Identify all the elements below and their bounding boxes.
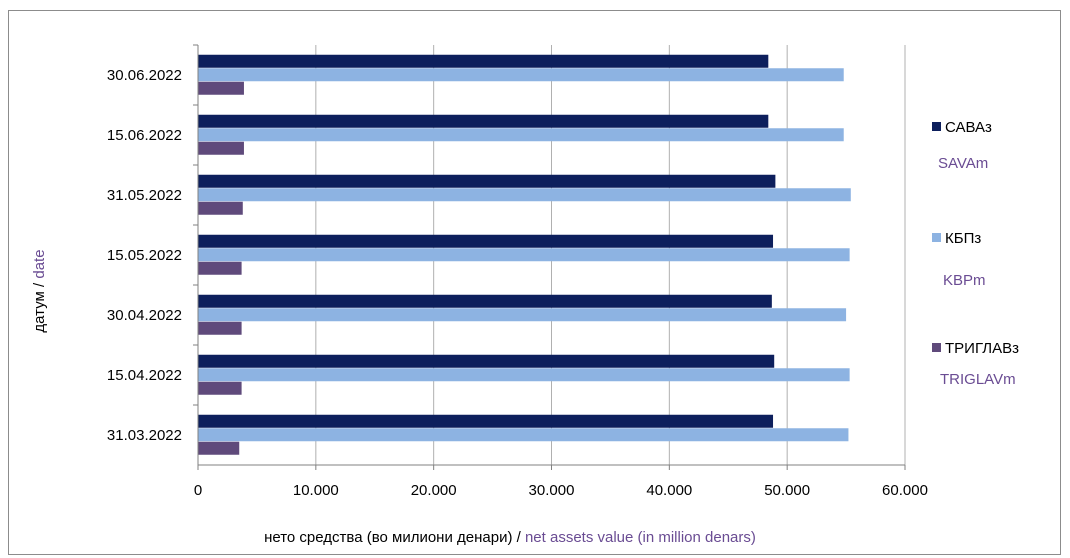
bar [198, 81, 244, 95]
y-tick-label: 15.04.2022 [107, 367, 182, 384]
y-tick-labels: 31.03.2022 15.04.2022 30.04.2022 15.05.2022… [107, 67, 182, 444]
bars-group [198, 54, 851, 455]
legend-label: САВАз [945, 119, 992, 136]
bar [198, 368, 850, 382]
x-tick-label: 30.000 [529, 482, 575, 499]
x-tick-label: 20.000 [411, 482, 457, 499]
x-tick-label: 10.000 [293, 482, 339, 499]
x-tick-label: 0 [194, 482, 202, 499]
bar [198, 381, 242, 395]
y-tick-label: 31.03.2022 [107, 427, 182, 444]
bar [198, 128, 844, 142]
bar [198, 141, 244, 155]
y-tick-label: 15.06.2022 [107, 127, 182, 144]
legend-label: КБПз [945, 230, 981, 247]
bar [198, 321, 242, 335]
x-tick-labels: 0 10.000 20.000 30.000 40.000 50.000 60.000 [194, 482, 928, 499]
y-axis-title: датум / date [31, 249, 48, 332]
y-axis-title-en: date [31, 249, 48, 278]
x-tick-label: 40.000 [646, 482, 692, 499]
bar [198, 68, 844, 82]
bar [198, 248, 850, 262]
y-tick-label: 31.05.2022 [107, 187, 182, 204]
legend-label: ТРИГЛАВз [945, 340, 1019, 357]
legend-swatch [932, 343, 941, 352]
chart-frame [8, 10, 1061, 555]
x-axis-title-en: net assets value (in million denars) [525, 529, 756, 546]
bar [198, 308, 847, 322]
bar [198, 261, 242, 275]
bar [198, 54, 769, 68]
bar [198, 354, 775, 368]
legend-label-en: KBPm [943, 272, 986, 289]
legend-label-en: SAVAm [938, 155, 988, 172]
bar [198, 114, 769, 128]
y-tick-label: 15.05.2022 [107, 247, 182, 264]
x-axis-title-mk: нето средства (во милиони денари) / [264, 529, 525, 546]
legend-label-en: TRIGLAVm [940, 371, 1016, 388]
y-axis-title-mk: датум / [31, 279, 48, 333]
y-tick-label: 30.04.2022 [107, 307, 182, 324]
bar [198, 428, 849, 442]
x-axis-title: нето средства (во милиони денари) / net … [264, 529, 756, 546]
legend-swatch [932, 233, 941, 242]
bar [198, 294, 772, 308]
x-tick-label: 50.000 [764, 482, 810, 499]
bar [198, 414, 774, 428]
bar [198, 201, 243, 215]
bar [198, 174, 776, 188]
legend: САВАз SAVAm КБПз KBPm ТРИГЛАВз TRIGLAVm [932, 119, 1019, 388]
bar [198, 234, 774, 248]
legend-swatch [932, 122, 941, 131]
axes [193, 44, 906, 470]
y-tick-label: 30.06.2022 [107, 67, 182, 84]
bar [198, 188, 851, 202]
x-tick-label: 60.000 [882, 482, 928, 499]
bar [198, 441, 240, 455]
